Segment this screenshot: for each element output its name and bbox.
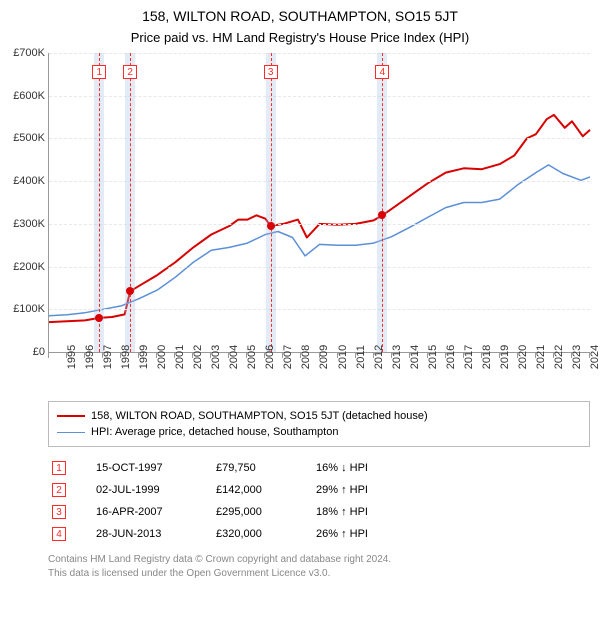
sale-date: 28-JUN-2013 <box>96 528 216 540</box>
sale-marker-box: 3 <box>264 65 278 79</box>
legend: 158, WILTON ROAD, SOUTHAMPTON, SO15 5JT … <box>48 401 590 447</box>
y-axis-label: £500K <box>13 132 49 144</box>
sale-price: £320,000 <box>216 528 316 540</box>
sale-marker-box: 1 <box>92 65 106 79</box>
sale-date: 02-JUL-1999 <box>96 484 216 496</box>
sale-row-marker: 1 <box>52 461 66 475</box>
sale-row-num: 2 <box>48 483 96 497</box>
sale-dashline <box>130 53 131 352</box>
sale-diff: 29% ↑ HPI <box>316 484 496 496</box>
sale-row-num: 3 <box>48 505 96 519</box>
sale-price: £142,000 <box>216 484 316 496</box>
y-axis-label: £400K <box>13 175 49 187</box>
sale-point <box>378 211 386 219</box>
sale-row-num: 1 <box>48 461 96 475</box>
sale-dashline <box>99 53 100 352</box>
sale-dashline <box>382 53 383 352</box>
y-axis-label: £600K <box>13 90 49 102</box>
y-axis-label: £300K <box>13 218 49 230</box>
chart-title: 158, WILTON ROAD, SOUTHAMPTON, SO15 5JT <box>0 8 600 24</box>
sale-row: 3 16-APR-2007£295,00018% ↑ HPI <box>48 501 590 523</box>
legend-row: 158, WILTON ROAD, SOUTHAMPTON, SO15 5JT … <box>57 408 581 424</box>
chart-container: { "title": "158, WILTON ROAD, SOUTHAMPTO… <box>0 8 600 620</box>
y-axis-label: £0 <box>33 346 49 358</box>
y-axis-label: £100K <box>13 303 49 315</box>
sale-point <box>267 222 275 230</box>
sale-date: 16-APR-2007 <box>96 506 216 518</box>
x-axis-label: 2025 <box>589 345 600 369</box>
sale-row: 1 15-OCT-1997£79,75016% ↓ HPI <box>48 457 590 479</box>
sale-diff: 26% ↑ HPI <box>316 528 496 540</box>
footer-line-2: This data is licensed under the Open Gov… <box>48 567 590 581</box>
sale-row: 4 28-JUN-2013£320,00026% ↑ HPI <box>48 523 590 545</box>
sale-point <box>95 314 103 322</box>
sale-point <box>126 287 134 295</box>
sale-price: £295,000 <box>216 506 316 518</box>
legend-label: 158, WILTON ROAD, SOUTHAMPTON, SO15 5JT … <box>91 408 428 424</box>
sale-dashline <box>271 53 272 352</box>
y-axis-label: £700K <box>13 47 49 59</box>
sale-marker-box: 2 <box>123 65 137 79</box>
sale-row-num: 4 <box>48 527 96 541</box>
legend-swatch <box>57 415 85 417</box>
footer-text: Contains HM Land Registry data © Crown c… <box>48 553 590 580</box>
sale-row-marker: 3 <box>52 505 66 519</box>
sale-price: £79,750 <box>216 462 316 474</box>
sale-diff: 16% ↓ HPI <box>316 462 496 474</box>
footer-line-1: Contains HM Land Registry data © Crown c… <box>48 553 590 567</box>
sale-row: 2 02-JUL-1999£142,00029% ↑ HPI <box>48 479 590 501</box>
chart-subtitle: Price paid vs. HM Land Registry's House … <box>0 30 600 45</box>
sale-diff: 18% ↑ HPI <box>316 506 496 518</box>
sale-row-marker: 2 <box>52 483 66 497</box>
x-axis: 1995199619971998199920002001200220032004… <box>48 353 590 395</box>
sale-date: 15-OCT-1997 <box>96 462 216 474</box>
sale-row-marker: 4 <box>52 527 66 541</box>
plot-area: £0£100K£200K£300K£400K£500K£600K£700K123… <box>48 53 590 353</box>
legend-swatch <box>57 432 85 433</box>
legend-row: HPI: Average price, detached house, Sout… <box>57 424 581 440</box>
legend-label: HPI: Average price, detached house, Sout… <box>91 424 338 440</box>
y-axis-label: £200K <box>13 261 49 273</box>
sale-marker-box: 4 <box>375 65 389 79</box>
sales-table: 1 15-OCT-1997£79,75016% ↓ HPI 2 02-JUL-1999… <box>48 457 590 545</box>
